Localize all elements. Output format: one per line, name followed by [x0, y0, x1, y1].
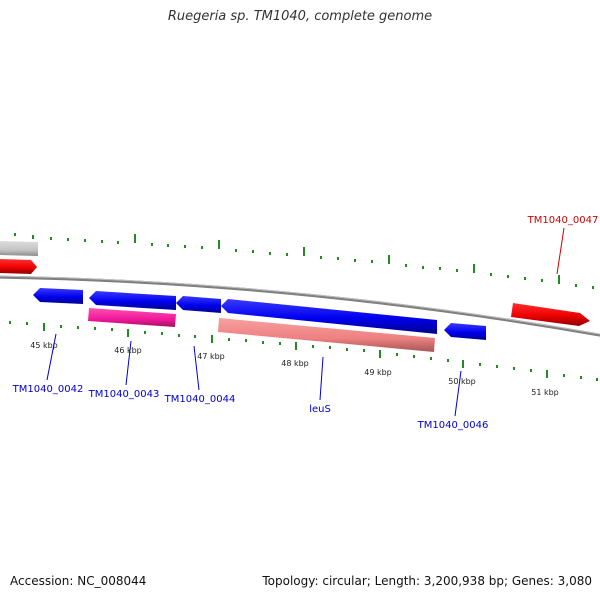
scale-label: 51 kbp	[531, 388, 559, 397]
leader-line	[319, 356, 324, 401]
scale-label: 45 kbp	[30, 341, 58, 350]
leader-line	[454, 370, 462, 417]
gene-feature-tm1040-0044[interactable]	[176, 296, 221, 313]
gene-feature-tm1040-0042[interactable]	[33, 288, 83, 304]
scale-label: 50 kbp	[448, 377, 476, 386]
gene-features-lower	[33, 288, 486, 352]
page-title: Ruegeria sp. TM1040, complete genome	[167, 9, 433, 24]
gene-feature-pink[interactable]	[88, 308, 176, 327]
genome-backbone	[0, 275, 600, 337]
gene-label[interactable]: TM1040_0047	[527, 215, 599, 226]
leader-line	[125, 340, 132, 386]
gene-feature-tm1040-0047[interactable]	[511, 303, 590, 326]
gene-label[interactable]: leuS	[309, 404, 331, 415]
accession-text: Accession: NC_008044	[10, 574, 147, 588]
leader-line	[193, 345, 200, 391]
gene-features-upper	[0, 241, 590, 326]
scale-labels: 45 kbp 46 kbp 47 kbp 48 kbp 49 kbp 50 kb…	[30, 341, 559, 397]
gene-label-leaders	[46, 227, 565, 417]
scale-label: 48 kbp	[281, 359, 309, 368]
leader-line	[46, 333, 57, 381]
gene-feature-tm1040-0046[interactable]	[444, 323, 486, 340]
inner-tick-ring	[9, 321, 598, 381]
gene-feature-grey[interactable]	[0, 241, 38, 256]
outer-tick-ring	[14, 233, 594, 289]
scale-label: 49 kbp	[364, 368, 392, 377]
gene-feature-red-left[interactable]	[0, 259, 37, 274]
gene-label[interactable]: TM1040_0046	[417, 420, 489, 431]
leader-line	[556, 227, 565, 275]
scale-label: 47 kbp	[197, 352, 225, 361]
gene-labels: TM1040_0042 TM1040_0043 TM1040_0044 leuS…	[12, 215, 599, 431]
scale-label: 46 kbp	[114, 346, 142, 355]
gene-label[interactable]: TM1040_0043	[88, 389, 160, 400]
gene-feature-salmon[interactable]	[218, 318, 435, 352]
gene-feature-leuS[interactable]	[221, 299, 437, 334]
gene-label[interactable]: TM1040_0044	[164, 394, 236, 405]
genome-summary-text: Topology: circular; Length: 3,200,938 bp…	[262, 574, 592, 588]
gene-feature-tm1040-0043[interactable]	[89, 291, 176, 310]
gene-label[interactable]: TM1040_0042	[12, 384, 84, 395]
